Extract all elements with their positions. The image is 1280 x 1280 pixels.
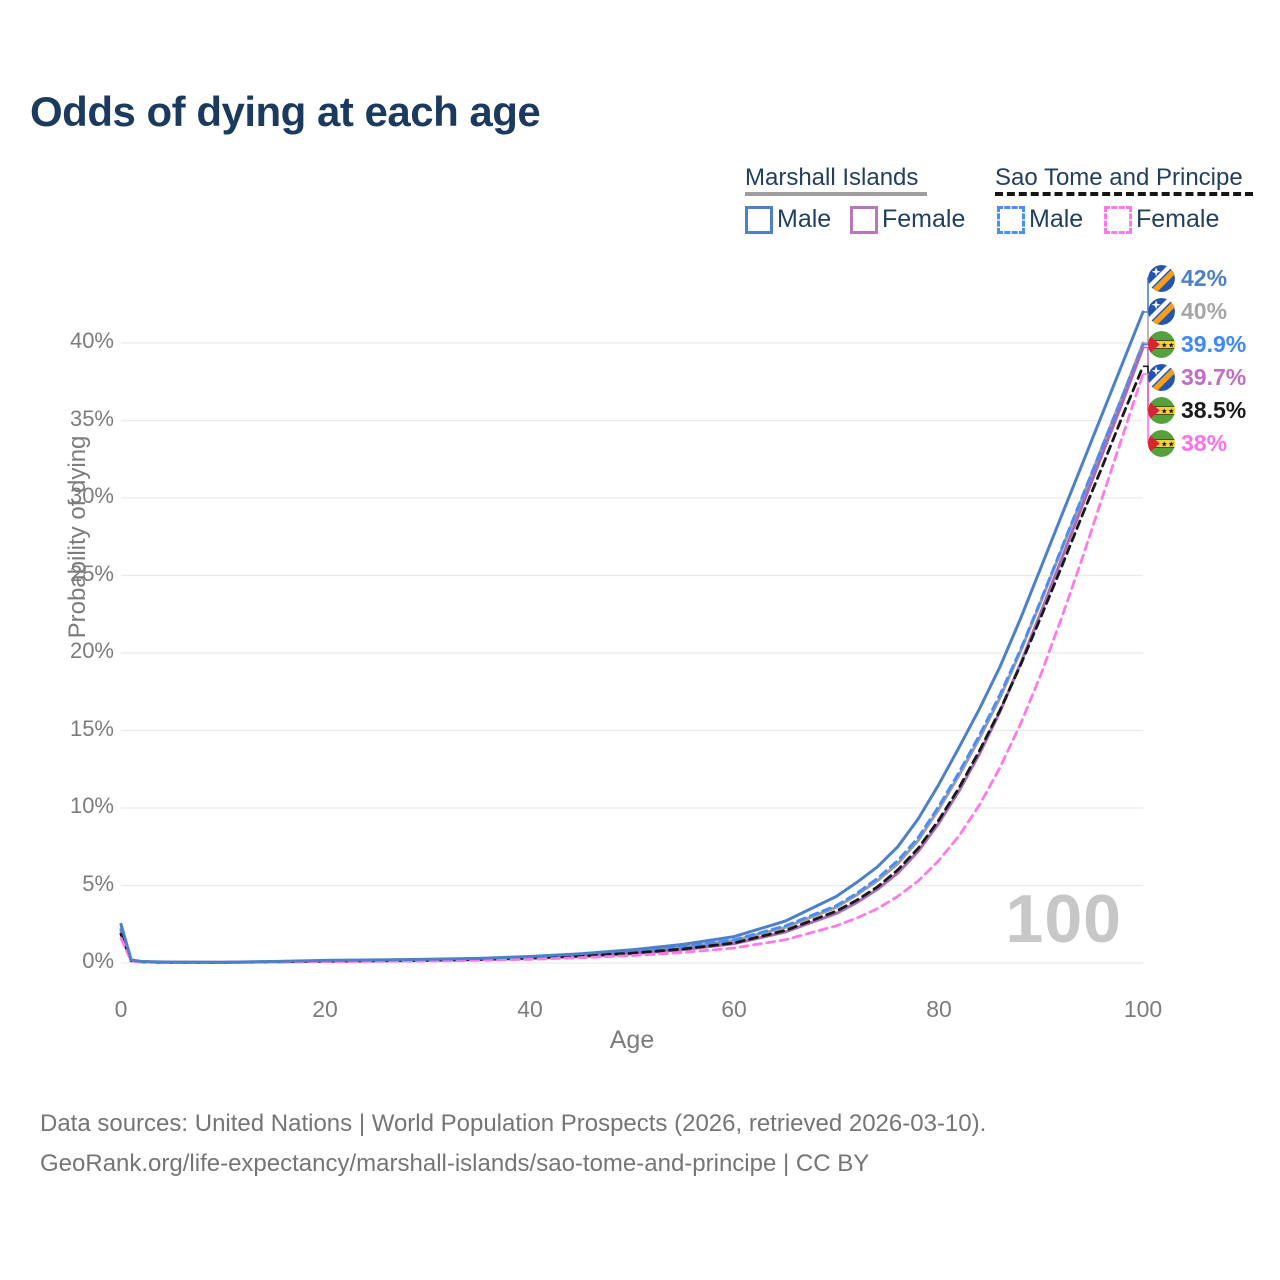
legend-marshall-islands-solid-line-swatch	[745, 192, 927, 196]
x-tick-60: 60	[721, 996, 747, 1022]
y-tick-25: 25%	[69, 561, 114, 586]
end-label-value: 38.5%	[1181, 396, 1247, 423]
end-label-row: 38%	[1148, 429, 1227, 457]
country-flag-icon	[1148, 298, 1175, 325]
y-tick-5: 5%	[82, 871, 114, 896]
series-curves	[119, 310, 1145, 964]
footer-attribution: GeoRank.org/life-expectancy/marshall-isl…	[40, 1150, 870, 1177]
x-axis-title: Age	[609, 1026, 655, 1054]
country-flag-icon	[1148, 331, 1175, 358]
y-tick-30: 30%	[69, 483, 114, 508]
end-label-value: 40%	[1181, 297, 1228, 324]
end-label-row: 38.5%	[1148, 396, 1246, 424]
end-label-value: 38%	[1181, 429, 1228, 456]
end-label-row: 39.7%	[1148, 363, 1246, 391]
footer-data-sources: Data sources: United Nations | World Pop…	[40, 1110, 987, 1137]
legend-swatch-sao-tome-female	[1104, 206, 1132, 234]
legend-group-sao-tome-title: Sao Tome and Principe	[995, 164, 1243, 191]
legend-group-marshall-islands-title: Marshall Islands	[745, 164, 919, 191]
series-line	[119, 310, 1145, 964]
series-line	[119, 346, 1145, 964]
legend-label-marshall-female: Female	[882, 205, 966, 233]
legend-label-marshall-male: Male	[777, 205, 832, 233]
legend-sao-tome-dashed-line-swatch	[995, 192, 1253, 196]
end-label-row: 39.9%	[1148, 330, 1246, 358]
gridlines	[121, 342, 1143, 964]
end-label-row: 42%	[1148, 264, 1227, 292]
legend-swatch-marshall-male	[745, 206, 773, 234]
x-tick-80: 80	[926, 996, 952, 1022]
max-age-watermark: 100	[1005, 881, 1122, 957]
y-tick-40: 40%	[69, 328, 114, 353]
y-tick-0: 0%	[82, 948, 114, 973]
legend-swatch-sao-tome-male	[997, 206, 1025, 234]
y-tick-10: 10%	[69, 793, 114, 818]
y-tick-20: 20%	[69, 638, 114, 663]
end-label-value: 39.9%	[1181, 330, 1247, 357]
x-tick-20: 20	[312, 996, 338, 1022]
end-label-row: 40%	[1148, 297, 1227, 325]
country-flag-icon	[1148, 430, 1175, 457]
legend-swatch-marshall-female	[850, 206, 878, 234]
series-line	[119, 372, 1145, 964]
x-tick-100: 100	[1123, 996, 1163, 1022]
country-flag-icon	[1148, 364, 1175, 391]
country-flag-icon	[1148, 397, 1175, 424]
end-label-value: 42%	[1181, 264, 1228, 291]
y-tick-15: 15%	[69, 716, 114, 741]
x-tick-40: 40	[517, 996, 543, 1022]
x-tick-0: 0	[114, 996, 128, 1022]
end-label-value: 39.7%	[1181, 363, 1247, 390]
series-line	[119, 364, 1145, 964]
legend-label-sao-tome-male: Male	[1029, 205, 1084, 233]
country-flag-icon	[1148, 265, 1175, 292]
legend-label-sao-tome-female: Female	[1136, 205, 1220, 233]
y-tick-35: 35%	[69, 406, 114, 431]
page-title: Odds of dying at each age	[30, 88, 541, 135]
